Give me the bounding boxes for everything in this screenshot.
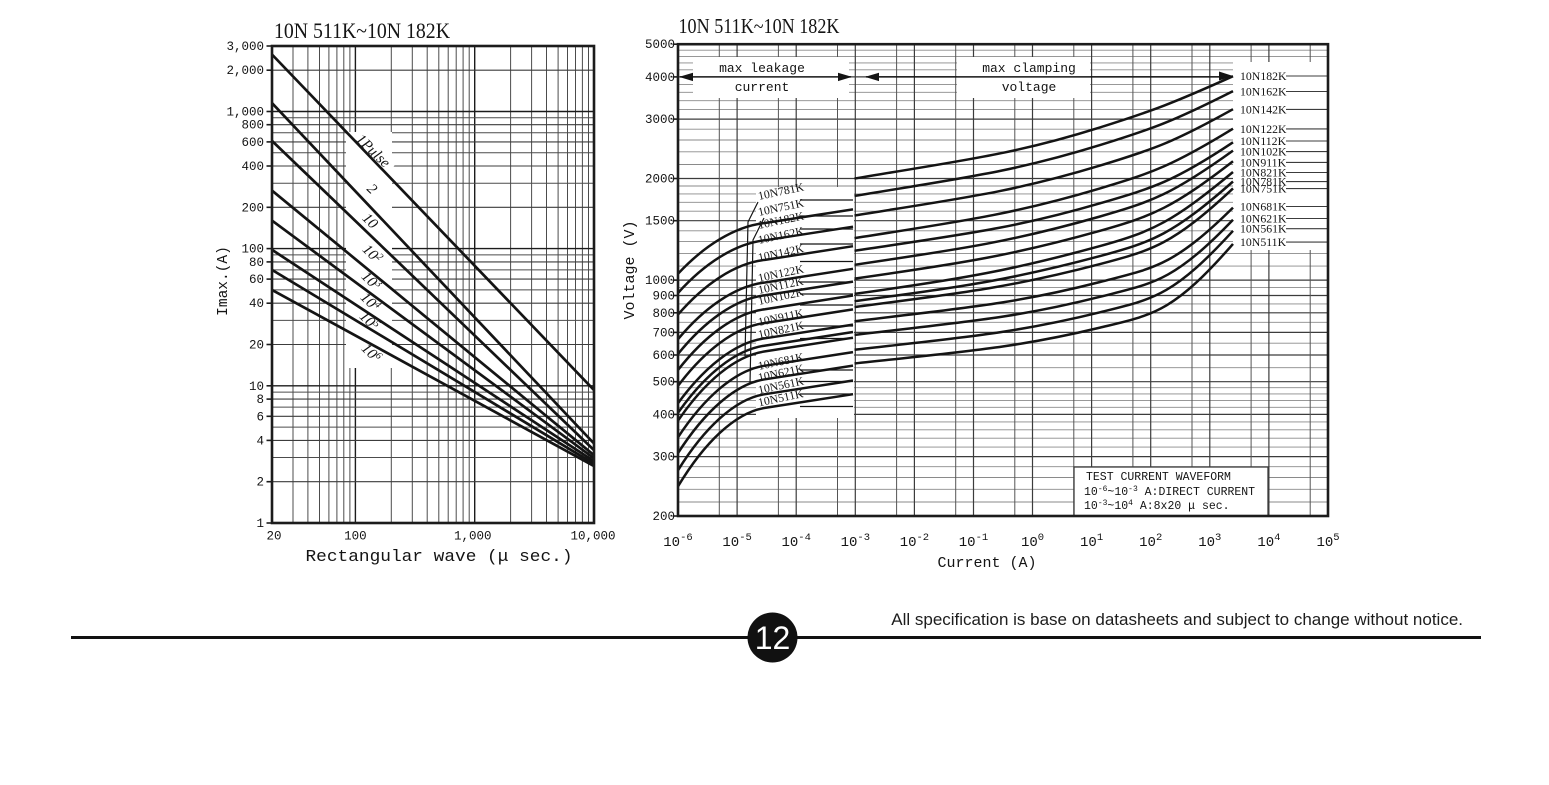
- svg-text:900: 900: [652, 290, 675, 304]
- svg-text:10N621K: 10N621K: [1240, 212, 1287, 226]
- svg-text:500: 500: [652, 376, 675, 390]
- svg-text:100: 100: [1021, 532, 1044, 551]
- svg-text:800: 800: [652, 307, 675, 321]
- svg-text:10-3~104 A:8x20 μ sec.: 10-3~104 A:8x20 μ sec.: [1084, 499, 1230, 513]
- svg-text:10N 511K~10N 182K: 10N 511K~10N 182K: [679, 14, 840, 38]
- svg-text:3,000: 3,000: [226, 40, 264, 54]
- svg-text:10-2: 10-2: [900, 532, 929, 551]
- svg-text:5000: 5000: [645, 38, 675, 52]
- svg-text:10N122K: 10N122K: [1240, 122, 1287, 136]
- svg-text:1,000: 1,000: [454, 530, 492, 544]
- svg-text:8: 8: [256, 393, 264, 407]
- svg-text:10-3: 10-3: [841, 532, 870, 551]
- svg-text:101: 101: [1080, 532, 1103, 551]
- svg-text:2,000: 2,000: [226, 64, 264, 78]
- svg-text:Current (A): Current (A): [937, 555, 1036, 572]
- svg-text:voltage: voltage: [1002, 80, 1057, 95]
- svg-text:104: 104: [1257, 532, 1280, 551]
- svg-text:600: 600: [241, 136, 264, 150]
- svg-text:1: 1: [256, 517, 264, 531]
- svg-text:Imax.(A): Imax.(A): [216, 246, 232, 316]
- svg-text:10N681K: 10N681K: [1240, 200, 1287, 214]
- svg-text:10N102K: 10N102K: [1240, 145, 1287, 159]
- svg-text:10N112K: 10N112K: [1240, 134, 1287, 148]
- svg-text:10N781K: 10N781K: [1240, 175, 1287, 189]
- svg-text:80: 80: [249, 256, 264, 270]
- svg-text:700: 700: [652, 326, 675, 340]
- svg-text:10N561K: 10N561K: [1240, 222, 1287, 236]
- svg-text:10N511K: 10N511K: [1240, 235, 1287, 249]
- svg-text:4: 4: [256, 434, 264, 448]
- svg-text:10N162K: 10N162K: [1240, 85, 1287, 99]
- svg-text:20: 20: [266, 530, 281, 544]
- svg-text:10-4: 10-4: [781, 532, 810, 551]
- svg-text:100: 100: [241, 243, 264, 257]
- svg-text:12: 12: [755, 620, 791, 656]
- svg-text:10N182K: 10N182K: [1240, 69, 1287, 83]
- svg-text:max clamping: max clamping: [982, 61, 1076, 76]
- svg-text:current: current: [735, 80, 790, 95]
- svg-text:max leakage: max leakage: [719, 61, 805, 76]
- svg-text:105: 105: [1316, 532, 1339, 551]
- svg-text:2000: 2000: [645, 173, 675, 187]
- svg-text:4000: 4000: [645, 71, 675, 85]
- svg-text:10N821K: 10N821K: [1240, 166, 1287, 180]
- svg-text:200: 200: [241, 201, 264, 215]
- svg-text:10-6~10-3 A:DIRECT CURRENT: 10-6~10-3 A:DIRECT CURRENT: [1084, 485, 1255, 499]
- svg-text:10N142K: 10N142K: [1240, 102, 1287, 116]
- svg-text:6: 6: [256, 410, 264, 424]
- svg-text:All specification is base on d: All specification is base on datasheets …: [891, 610, 1463, 629]
- svg-text:10: 10: [249, 380, 264, 394]
- svg-text:400: 400: [652, 408, 675, 422]
- svg-text:Rectangular wave (μ sec.): Rectangular wave (μ sec.): [306, 548, 573, 567]
- svg-text:40: 40: [249, 297, 264, 311]
- svg-text:400: 400: [241, 160, 264, 174]
- svg-text:600: 600: [652, 349, 675, 363]
- svg-text:2: 2: [256, 476, 264, 490]
- svg-text:300: 300: [652, 451, 675, 465]
- svg-text:10,000: 10,000: [570, 530, 615, 544]
- svg-text:1,000: 1,000: [226, 106, 264, 120]
- svg-text:10N751K: 10N751K: [1240, 182, 1287, 196]
- svg-text:TEST CURRENT WAVEFORM: TEST CURRENT WAVEFORM: [1086, 471, 1231, 484]
- svg-text:10-5: 10-5: [722, 532, 751, 551]
- svg-text:1000: 1000: [645, 274, 675, 288]
- svg-text:103: 103: [1198, 532, 1221, 551]
- svg-text:100: 100: [344, 530, 367, 544]
- svg-text:Voltage (V): Voltage (V): [622, 220, 639, 319]
- svg-text:10-1: 10-1: [959, 532, 988, 551]
- svg-text:10N 511K~10N 182K: 10N 511K~10N 182K: [274, 18, 450, 43]
- svg-text:60: 60: [249, 273, 264, 287]
- svg-text:10N911K: 10N911K: [1240, 155, 1287, 169]
- svg-text:102: 102: [1139, 532, 1162, 551]
- svg-text:20: 20: [249, 339, 264, 353]
- svg-text:200: 200: [652, 510, 675, 524]
- svg-text:800: 800: [241, 119, 264, 133]
- svg-text:3000: 3000: [645, 113, 675, 127]
- svg-text:1500: 1500: [645, 215, 675, 229]
- svg-text:10-6: 10-6: [663, 532, 692, 551]
